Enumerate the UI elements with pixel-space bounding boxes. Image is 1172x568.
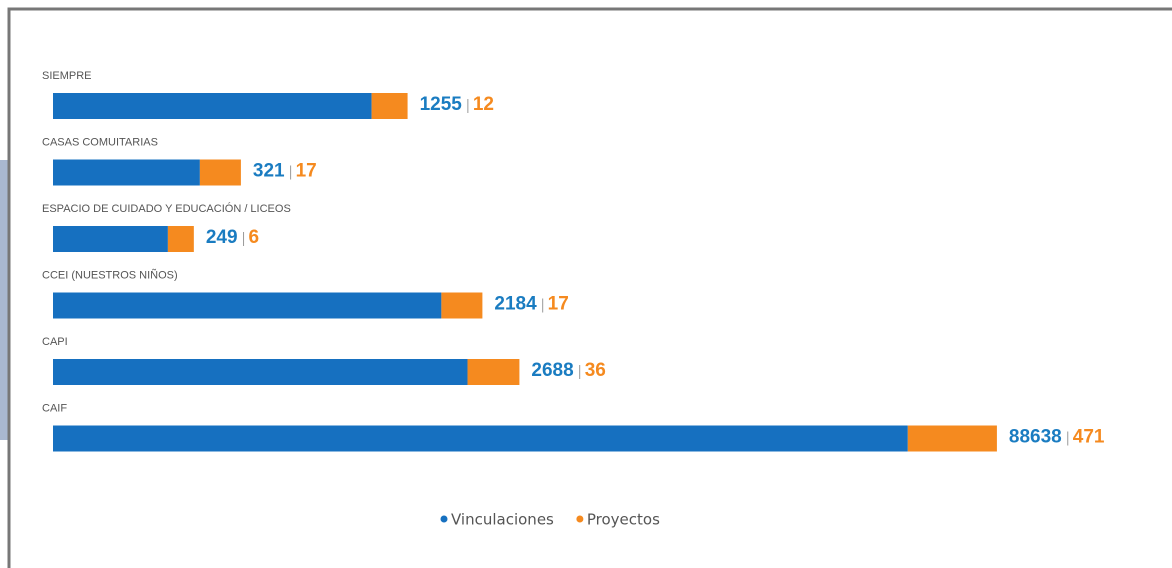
bar-segment xyxy=(167,226,194,252)
value-label: 471 xyxy=(1073,427,1105,448)
legend-marker xyxy=(576,515,584,523)
value-label: 88638 xyxy=(1009,427,1062,448)
value-label: 6 xyxy=(249,227,260,248)
bar-segment xyxy=(199,159,241,186)
frame xyxy=(7,7,1172,568)
value-label: 2184 xyxy=(494,294,537,315)
value-label: 321 xyxy=(253,161,285,182)
category-label: CAPI xyxy=(42,336,68,348)
legend-label: Proyectos xyxy=(587,511,660,529)
bar-segment xyxy=(907,425,997,452)
bar-segment xyxy=(53,93,372,119)
category-label: CAIF xyxy=(42,402,67,414)
bar-segment xyxy=(53,226,168,252)
value-label: 2688 xyxy=(531,360,573,381)
value-label: 249 xyxy=(206,227,238,248)
category-label: CCEI (NUESTROS NIÑOS) xyxy=(42,268,178,281)
value-label: 17 xyxy=(296,161,317,182)
legend-label: Vinculaciones xyxy=(451,511,554,529)
value-label: 36 xyxy=(585,360,606,381)
bar-segment xyxy=(371,93,408,119)
value-label: 1255 xyxy=(420,94,463,115)
category-label: SIEMPRE xyxy=(42,70,92,82)
bar-segment xyxy=(53,159,200,186)
value-label: 12 xyxy=(473,94,494,115)
category-label: CASAS COMUITARIAS xyxy=(42,136,158,148)
category-label: ESPACIO DE CUIDADO Y EDUCACIÓN / LICEOS xyxy=(42,202,291,215)
bar-segment xyxy=(53,359,468,385)
value-label: 17 xyxy=(548,294,569,315)
bar-segment xyxy=(441,292,483,319)
bar-segment xyxy=(467,359,520,385)
bar-segment xyxy=(53,292,442,319)
bar-segment xyxy=(53,425,908,452)
side-strip xyxy=(0,160,8,440)
legend-marker xyxy=(440,515,448,523)
